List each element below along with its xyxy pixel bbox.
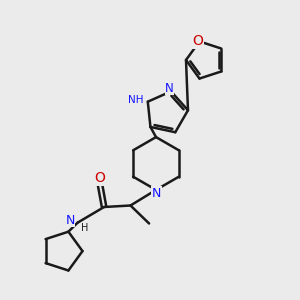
Text: N: N: [165, 82, 174, 95]
Text: O: O: [94, 171, 105, 185]
Text: O: O: [193, 34, 203, 49]
Text: N: N: [65, 214, 75, 227]
Text: H: H: [81, 223, 88, 233]
Text: NH: NH: [128, 95, 143, 105]
Text: N: N: [152, 187, 161, 200]
